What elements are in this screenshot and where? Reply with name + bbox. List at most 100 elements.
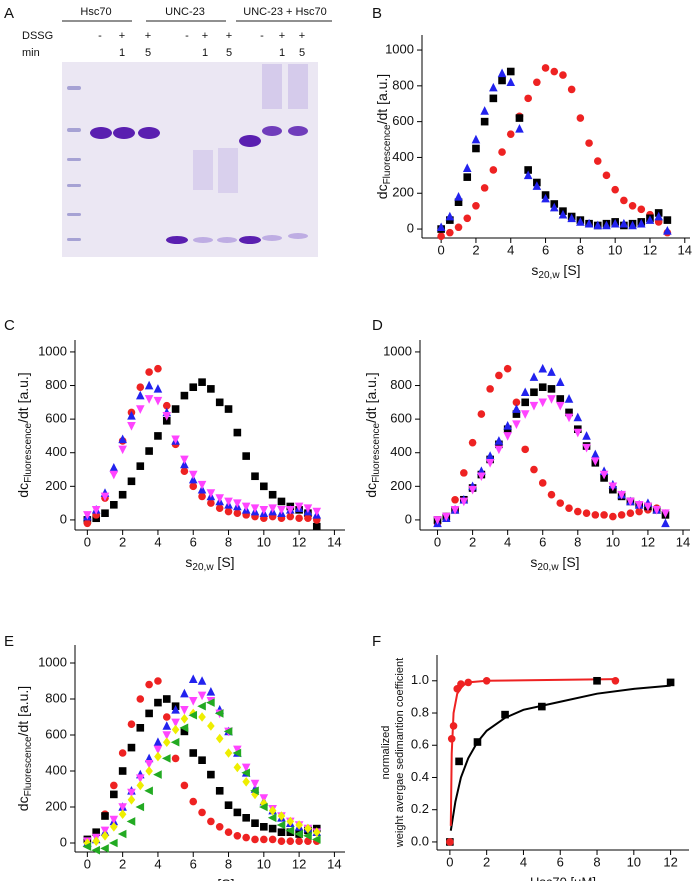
data-point	[154, 698, 162, 707]
data-point	[136, 383, 145, 392]
data-point	[161, 754, 171, 763]
x-label: s20,w [S]	[531, 262, 580, 281]
data-point	[506, 77, 516, 87]
data-point	[110, 501, 118, 509]
label-sub: Fluorescence	[382, 124, 393, 184]
data-point	[171, 435, 180, 445]
data-point	[555, 401, 565, 411]
data-point	[445, 211, 455, 221]
data-point	[188, 697, 198, 706]
x-tick-label: 12	[292, 856, 306, 871]
label-rest: /dt [a.u.]	[374, 74, 390, 125]
x-tick-label: 14	[676, 534, 690, 549]
dssg: +	[226, 30, 232, 42]
data-point	[620, 196, 628, 205]
data-point	[485, 451, 495, 460]
x-tick-label: 2	[483, 854, 490, 869]
label-sub: 20,w	[192, 562, 214, 573]
panel-label: C	[4, 317, 15, 334]
data-point	[171, 405, 180, 413]
data-point	[277, 828, 286, 836]
data-point	[224, 748, 233, 758]
y-tick-label: 1.0	[411, 672, 429, 687]
panel-label: D	[372, 317, 383, 334]
data-point	[286, 512, 295, 521]
gel-image	[62, 62, 318, 257]
data-point	[188, 710, 198, 720]
data-point	[268, 835, 277, 844]
data-point	[515, 114, 524, 122]
label-main: s	[530, 554, 537, 570]
data-point	[250, 504, 260, 513]
data-point	[162, 417, 171, 425]
data-point	[547, 395, 556, 404]
data-point	[198, 808, 206, 817]
x-tick-label: 0	[446, 854, 453, 869]
x-tick-label: 8	[225, 856, 232, 871]
data-point	[232, 748, 242, 758]
data-point	[241, 502, 251, 512]
data-point	[145, 368, 153, 376]
data-point	[189, 383, 198, 392]
x-tick-label: 10	[627, 854, 641, 869]
data-point	[118, 803, 127, 812]
data-point	[188, 674, 198, 683]
data-point	[463, 173, 472, 181]
y-tick-label: 600	[390, 411, 412, 426]
data-point	[250, 786, 259, 796]
data-point	[268, 824, 277, 833]
data-point	[503, 432, 512, 441]
data-point	[153, 770, 162, 779]
data-point	[251, 819, 259, 827]
data-point	[477, 472, 486, 482]
data-point	[529, 401, 539, 411]
data-point	[433, 516, 442, 525]
data-point	[610, 218, 620, 228]
y-tick-label: 200	[45, 478, 67, 493]
data-point	[198, 378, 206, 386]
label-main: s	[185, 876, 192, 881]
data-point	[585, 139, 593, 147]
minutes: 5	[299, 47, 305, 59]
y-tick-label: 400	[45, 762, 67, 777]
data-point	[567, 85, 576, 94]
data-point	[215, 494, 225, 503]
x-tick-label: 8	[574, 534, 581, 549]
x-tick-label: 2	[119, 534, 126, 549]
data-point	[171, 718, 180, 728]
data-point	[556, 499, 565, 507]
data-point	[643, 502, 653, 512]
data-point	[162, 737, 171, 747]
data-point	[538, 702, 546, 711]
data-point	[233, 499, 242, 508]
x-tick-label: 12	[292, 534, 306, 549]
data-point	[180, 455, 189, 465]
dssg: +	[145, 30, 151, 42]
data-point	[530, 388, 538, 397]
data-point	[520, 410, 530, 419]
x-tick-label: 4	[154, 534, 161, 549]
panel-label: A	[4, 5, 14, 22]
data-point	[127, 720, 136, 728]
data-point	[450, 506, 460, 515]
data-point	[250, 779, 260, 789]
data-point	[154, 364, 162, 373]
data-point	[497, 68, 507, 78]
data-point	[276, 820, 286, 830]
data-point	[109, 463, 119, 472]
data-point	[489, 166, 498, 174]
data-point	[447, 735, 456, 743]
y-tick-label: 600	[392, 113, 414, 128]
data-point	[512, 398, 521, 407]
data-point	[556, 395, 565, 403]
x-tick-label: 0	[434, 534, 441, 549]
data-point	[286, 837, 295, 845]
x-tick-label: 4	[154, 856, 161, 871]
data-point	[520, 387, 530, 397]
data-point	[501, 710, 509, 719]
data-point	[268, 805, 277, 816]
data-point	[242, 452, 250, 460]
data-point	[215, 398, 224, 407]
data-point	[207, 499, 215, 507]
